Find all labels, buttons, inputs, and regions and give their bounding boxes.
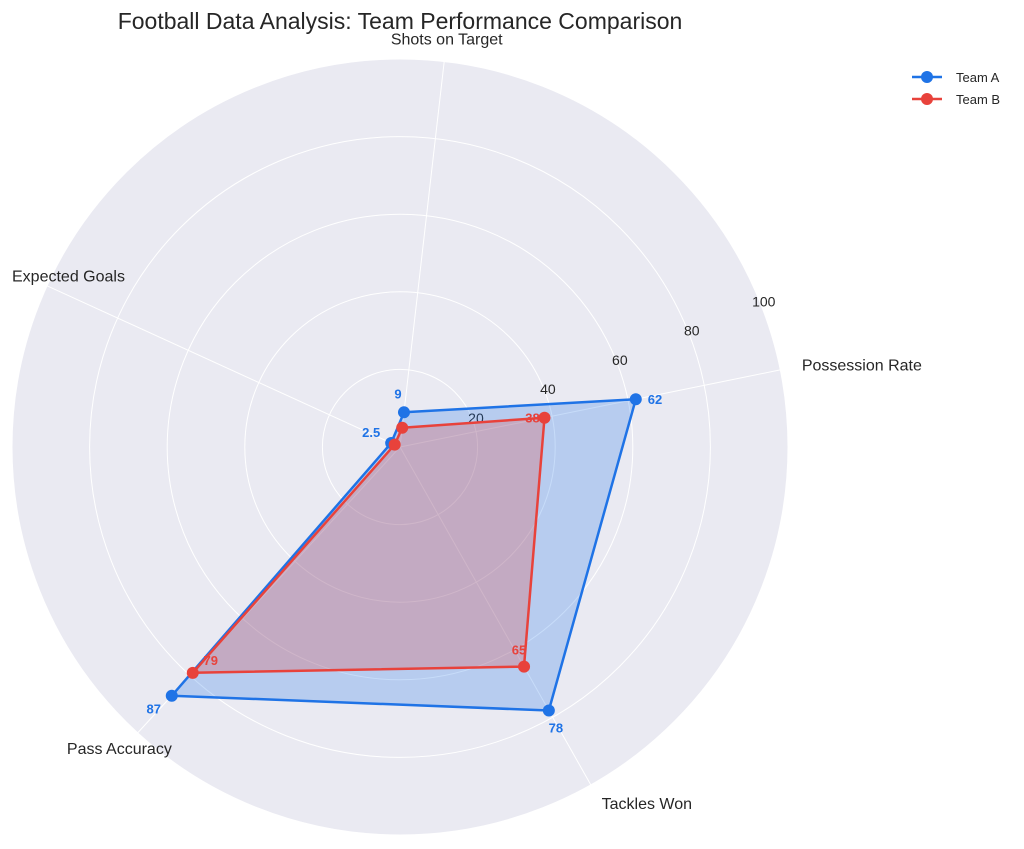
data-point xyxy=(629,393,642,406)
legend: Team A Team B xyxy=(912,70,1000,107)
data-label: 9 xyxy=(394,386,401,401)
data-point xyxy=(388,438,401,451)
data-point xyxy=(397,406,410,419)
data-label: 78 xyxy=(549,721,563,736)
data-label: 87 xyxy=(147,702,161,717)
legend-label: Team A xyxy=(956,70,1000,85)
legend-item: Team A xyxy=(912,70,1000,85)
category-label: Expected Goals xyxy=(12,269,125,286)
category-label: Shots on Target xyxy=(391,32,503,49)
legend-marker xyxy=(921,93,933,105)
spoke-gridline xyxy=(399,446,592,786)
category-label: Tackles Won xyxy=(602,796,692,813)
spoke-gridline xyxy=(399,369,781,448)
data-label: 38 xyxy=(525,411,539,426)
legend-item: Team B xyxy=(912,92,1000,107)
data-point xyxy=(165,689,178,702)
radial-gridline xyxy=(321,368,479,526)
data-point xyxy=(396,421,409,434)
data-label: 2.5 xyxy=(362,425,380,440)
data-point xyxy=(186,666,199,679)
spoke-gridline xyxy=(46,285,401,448)
series-area xyxy=(171,399,636,711)
series-line xyxy=(191,416,546,675)
radial-tick-label: 80 xyxy=(684,323,700,339)
radial-gridline xyxy=(166,213,634,681)
data-label: 79 xyxy=(204,653,218,668)
radial-tick-label: 40 xyxy=(540,381,556,397)
radial-gridline xyxy=(89,136,711,758)
legend-label: Team B xyxy=(956,92,1000,107)
radial-tick-label: 60 xyxy=(612,352,628,368)
series-area xyxy=(192,417,545,673)
radial-tick-label: 100 xyxy=(752,294,776,310)
chart-title: Football Data Analysis: Team Performance… xyxy=(118,8,683,34)
category-label: Pass Accuracy xyxy=(67,741,172,758)
radial-gridline xyxy=(11,58,789,836)
data-label: 65 xyxy=(512,643,526,658)
data-point xyxy=(518,660,531,673)
series-line xyxy=(170,397,638,712)
radial-gridline xyxy=(244,291,556,603)
legend-marker xyxy=(921,71,933,83)
spoke-gridline xyxy=(399,61,445,448)
category-label: Possession Rate xyxy=(802,358,922,375)
data-point xyxy=(538,411,551,424)
data-label: 62 xyxy=(648,392,662,407)
data-point xyxy=(542,704,555,717)
